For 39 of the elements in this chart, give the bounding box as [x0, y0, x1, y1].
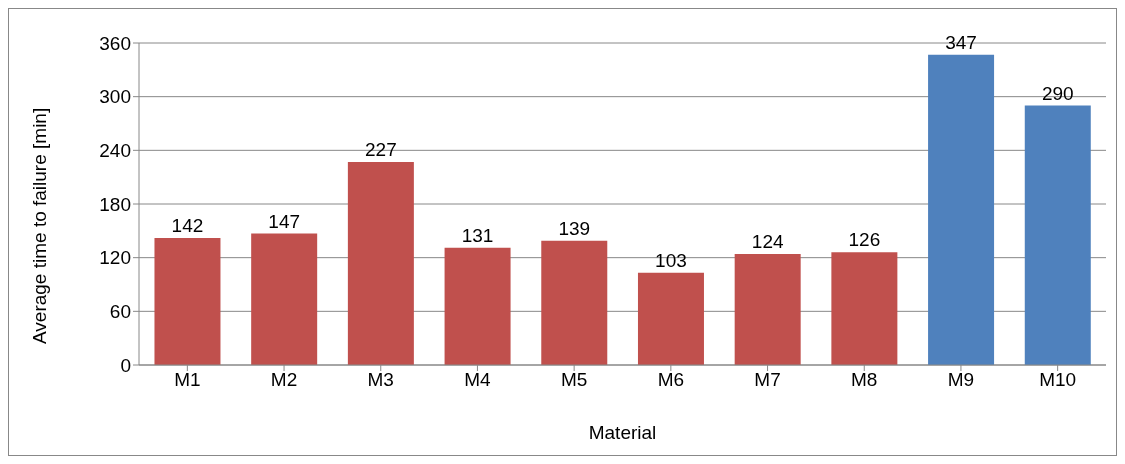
data-label: 347 — [945, 31, 977, 53]
y-tick-label: 360 — [99, 32, 131, 54]
bar — [347, 161, 414, 365]
y-tick-label: 120 — [99, 247, 131, 269]
y-tick-label: 180 — [99, 193, 131, 215]
x-tick-label: M10 — [1039, 369, 1077, 391]
x-tick-label: M2 — [270, 369, 298, 391]
bar — [444, 247, 511, 365]
data-label: 124 — [751, 231, 784, 253]
y-tick-label: 0 — [120, 354, 131, 376]
x-tick-label: M7 — [754, 369, 781, 391]
bar — [1024, 105, 1091, 365]
bar — [637, 272, 704, 365]
data-label: 131 — [461, 224, 494, 246]
x-tick-label: M1 — [174, 369, 201, 391]
bar — [734, 254, 801, 365]
bar — [928, 54, 995, 365]
bar — [541, 240, 608, 365]
data-label: 227 — [365, 138, 397, 160]
x-tick-label: M5 — [560, 369, 588, 391]
y-tick-label: 240 — [99, 140, 131, 162]
y-tick-label: 300 — [99, 86, 131, 108]
bar — [251, 233, 318, 365]
data-label: 147 — [268, 210, 301, 232]
x-tick-label: M9 — [947, 369, 975, 391]
x-tick-label: M6 — [657, 369, 685, 391]
data-label: 126 — [848, 229, 881, 251]
x-tick-label: M4 — [464, 369, 492, 391]
y-axis-title: Average time to failure [min] — [28, 107, 50, 344]
bar — [831, 252, 898, 365]
x-tick-label: M8 — [851, 369, 878, 391]
data-label: 103 — [655, 249, 687, 271]
data-label: 290 — [1041, 82, 1074, 104]
bar — [154, 237, 221, 365]
y-tick-label: 60 — [109, 301, 131, 323]
data-label: 139 — [558, 217, 591, 239]
x-tick-label: M3 — [367, 369, 394, 391]
data-label: 142 — [171, 214, 204, 236]
x-axis-title: Material — [588, 422, 657, 443]
